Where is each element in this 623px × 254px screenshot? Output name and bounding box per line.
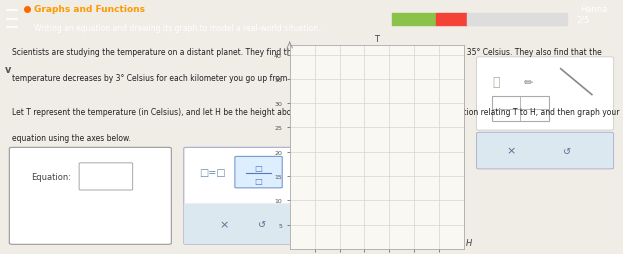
Text: □: □ [255, 177, 262, 185]
Text: ✏: ✏ [523, 77, 533, 87]
Text: □: □ [255, 164, 262, 173]
Text: equation using the axes below.: equation using the axes below. [12, 134, 131, 143]
FancyBboxPatch shape [477, 58, 614, 131]
FancyBboxPatch shape [79, 163, 133, 190]
Text: graph: graph [364, 108, 387, 117]
Text: Hanna: Hanna [580, 5, 607, 14]
Text: ⬜: ⬜ [492, 76, 500, 89]
Text: v: v [5, 65, 11, 75]
Text: ↺: ↺ [257, 219, 266, 229]
FancyBboxPatch shape [9, 148, 171, 244]
FancyBboxPatch shape [184, 203, 302, 244]
Text: 2/5: 2/5 [576, 15, 589, 24]
Text: H: H [466, 238, 472, 247]
Text: ×: × [219, 219, 229, 229]
FancyBboxPatch shape [235, 157, 282, 188]
Text: Let T represent the temperature (in Celsius), and let H be the height above the : Let T represent the temperature (in Cels… [12, 108, 620, 117]
Text: T: T [374, 35, 379, 44]
Text: □=□: □=□ [199, 167, 226, 178]
FancyBboxPatch shape [477, 133, 614, 169]
Bar [392, 14, 436, 26]
FancyBboxPatch shape [492, 97, 549, 121]
Text: ↺: ↺ [563, 146, 571, 156]
FancyBboxPatch shape [184, 148, 302, 244]
Text: Equation:: Equation: [31, 172, 71, 181]
Bar [517, 14, 567, 26]
Bar [436, 14, 467, 26]
Text: Scientists are studying the temperature on a distant planet. They find that the : Scientists are studying the temperature … [12, 48, 602, 57]
Text: temperature decreases by 3° Celsius for each kilometer you go up from the surfac: temperature decreases by 3° Celsius for … [12, 74, 336, 83]
Text: equation: equation [298, 108, 332, 117]
Bar [467, 14, 517, 26]
Text: Writing an equation and drawing its graph to model a real-world situation...: Writing an equation and drawing its grap… [34, 24, 325, 33]
Text: ×: × [506, 146, 516, 156]
Text: Graphs and Functions: Graphs and Functions [34, 5, 145, 14]
